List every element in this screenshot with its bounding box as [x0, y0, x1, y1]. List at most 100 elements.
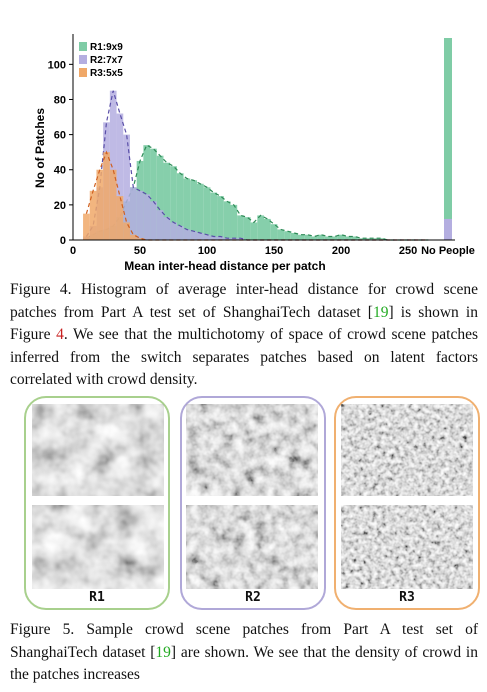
- histogram-bar: [277, 229, 285, 240]
- histogram-bar: [183, 229, 191, 240]
- histogram-bar: [297, 234, 305, 240]
- legend-swatch: [79, 42, 87, 51]
- legend-label: R1:9x9: [90, 42, 123, 53]
- histogram-bar: [203, 187, 211, 240]
- histogram-bar: [196, 232, 204, 240]
- histogram-bar: [284, 231, 291, 240]
- density-curve: [86, 144, 429, 241]
- histogram-bar: [123, 134, 130, 240]
- x-tick-label: 150: [265, 245, 283, 257]
- histogram-bar: [270, 224, 278, 240]
- histogram-bar: [163, 162, 171, 240]
- citation-link[interactable]: 19: [155, 643, 171, 661]
- histogram-chart: 0 20 40 60 80 100 0 50 100 150 200 250 No People Mean…: [33, 34, 475, 273]
- x-tick-label: 0: [70, 245, 76, 257]
- histogram-bar: [129, 234, 137, 240]
- histogram-bar: [237, 215, 244, 240]
- histogram-bar: [190, 180, 197, 240]
- histogram-bar: [364, 238, 372, 240]
- y-axis-label: No of Patches: [33, 108, 47, 188]
- histogram-bar: [250, 222, 258, 240]
- x-tick-label: No People: [421, 245, 475, 257]
- figure4-caption-text-a: Histogram of average inter-head distance…: [10, 281, 479, 321]
- histogram-bar: [223, 201, 231, 240]
- group-label-r2: R2: [245, 590, 261, 605]
- histogram-bar: [317, 234, 325, 240]
- histogram-bar: [290, 232, 298, 240]
- r1-patch-bottom: [32, 505, 164, 589]
- histogram-bar: [183, 178, 191, 240]
- y-tick-label: 0: [60, 235, 66, 247]
- histogram-bar: [203, 234, 211, 240]
- histogram-bar: [243, 217, 251, 240]
- histogram-bar: [377, 238, 385, 240]
- histogram-bar: [143, 194, 151, 240]
- no-people-bar: [444, 218, 452, 240]
- legend-swatch: [79, 55, 87, 64]
- histogram-bar: [176, 225, 184, 240]
- x-axis-label: Mean inter-head distance per patch: [124, 259, 325, 273]
- figure4-caption-text-c: . We see that the multichotomy of space …: [10, 326, 478, 388]
- histogram-bar: [237, 238, 244, 240]
- histogram-bar: [136, 190, 144, 240]
- histogram-bar: [129, 187, 137, 240]
- histogram-bar: [230, 204, 238, 240]
- x-tick-label: 250: [399, 245, 417, 257]
- density-curve: [85, 90, 429, 241]
- y-tick-label: 60: [54, 130, 66, 142]
- citation-link[interactable]: 19: [372, 303, 389, 321]
- histogram-bar: [230, 238, 238, 240]
- histogram-bar: [156, 210, 164, 240]
- histogram-bar: [150, 148, 157, 240]
- histogram-bar: [217, 236, 224, 240]
- histogram-bar: [324, 236, 332, 240]
- no-people-bar: [444, 38, 452, 240]
- histogram-bar: [351, 236, 358, 240]
- histogram-bar: [357, 238, 365, 240]
- figure-reference-link[interactable]: 4: [56, 326, 64, 343]
- legend-label: R2:7x7: [90, 55, 123, 66]
- histogram-bar: [337, 234, 345, 240]
- histogram-bar: [170, 166, 177, 240]
- histogram-bar: [116, 113, 124, 240]
- histogram-bar: [116, 196, 124, 240]
- r1-patch-top: [32, 404, 164, 496]
- figure4-caption-prefix: Figure 4.: [10, 281, 72, 298]
- histogram-bar: [223, 238, 231, 240]
- y-tick-label: 100: [48, 59, 66, 71]
- figure5-caption: Figure 5. Sample crowd scene patches fro…: [10, 619, 478, 687]
- group-label-r1: R1: [89, 590, 105, 605]
- r2-patch-bottom: [186, 505, 318, 589]
- r3-patch-top: [341, 404, 473, 496]
- histogram-bar: [143, 145, 151, 240]
- histogram-bar: [344, 236, 352, 240]
- histogram-bar: [163, 217, 171, 240]
- histogram-bar: [176, 173, 184, 240]
- histogram-bar: [190, 231, 197, 240]
- x-tick-label: 200: [332, 245, 350, 257]
- figure4-caption-text-b: ] is shown in Figure: [10, 303, 478, 344]
- x-tick-label: 50: [134, 245, 146, 257]
- y-tick-label: 40: [54, 165, 66, 177]
- histogram-bar: [170, 222, 177, 240]
- histogram-bar: [371, 238, 378, 240]
- histogram-bar: [103, 152, 110, 240]
- histogram-bar: [89, 190, 97, 240]
- r3-patch-bottom: [341, 505, 473, 589]
- figure5-caption-prefix: Figure 5.: [10, 621, 75, 638]
- histogram-bar: [109, 169, 117, 240]
- histogram-bar: [156, 155, 164, 240]
- histogram-bar: [150, 201, 157, 240]
- figure4-caption: Figure 4. Histogram of average inter-hea…: [10, 279, 478, 392]
- y-tick-label: 20: [54, 200, 66, 212]
- group-r2: [180, 396, 326, 610]
- histogram-bar: [96, 169, 104, 240]
- histogram-bar: [257, 215, 264, 240]
- histogram-bar: [109, 90, 117, 241]
- histogram-bar: [210, 236, 218, 240]
- x-tick-label: 100: [198, 245, 216, 257]
- histogram-bar: [331, 236, 338, 240]
- histogram-bar: [196, 183, 204, 240]
- histogram-bar: [83, 213, 90, 240]
